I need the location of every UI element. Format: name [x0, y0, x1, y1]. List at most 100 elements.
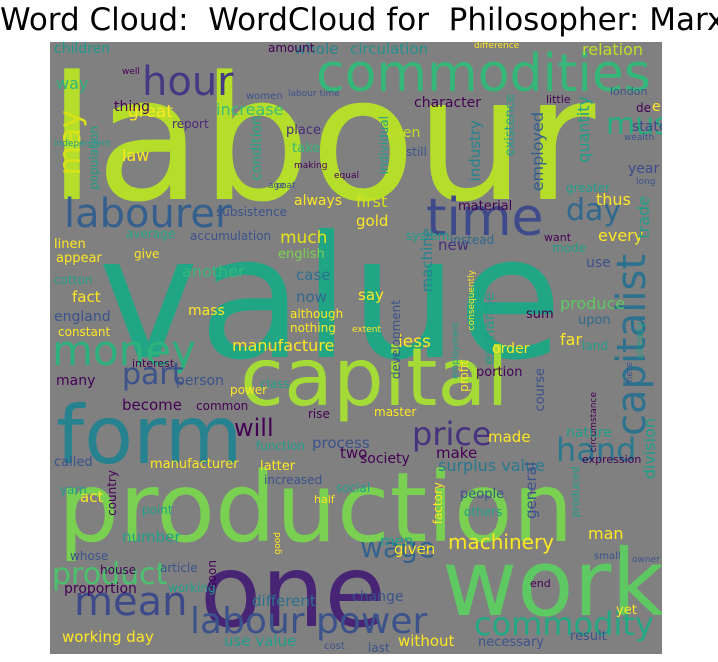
word-small: small [594, 551, 621, 562]
word-good: good [273, 532, 283, 555]
word-become: become [122, 396, 183, 414]
word-way: way [56, 74, 89, 93]
word-even: even [386, 125, 421, 141]
word-time: time [426, 188, 544, 248]
word-another: another [182, 262, 245, 281]
word-far: far [560, 330, 583, 349]
word-wage: wage [360, 531, 436, 564]
word-two: two [340, 444, 368, 462]
word-called: called [54, 455, 93, 470]
word-always: always [294, 193, 343, 209]
word-day: day [566, 193, 622, 228]
word-power: power [230, 383, 268, 397]
word-common: common [196, 399, 249, 413]
word-interest: interest [132, 357, 175, 370]
word-price: price [412, 415, 492, 453]
word-yet: yet [616, 603, 637, 618]
word-thing: thing [114, 99, 151, 115]
word-system: system [406, 229, 450, 243]
word-proportion: proportion [64, 581, 137, 597]
word-say: say [358, 286, 384, 304]
word-owner: owner [632, 555, 660, 565]
word-mean: mean [74, 579, 188, 625]
word-portion: portion [476, 365, 523, 380]
word-latter: latter [260, 459, 296, 474]
word-article: article [160, 561, 198, 575]
word-use-value: use value [224, 632, 297, 650]
word-part: part [122, 357, 184, 392]
word-men: men [380, 532, 414, 550]
word-year: year [628, 161, 660, 177]
word-linen: linen [54, 237, 86, 252]
word-character: character [414, 95, 482, 111]
word-london: london [610, 85, 648, 98]
word-take: take [292, 141, 321, 156]
word-capital: capital [240, 331, 509, 424]
word-fact: fact [72, 288, 101, 306]
word-appear: appear [56, 251, 102, 266]
word-state: state [632, 119, 662, 135]
word-long: long [636, 177, 656, 187]
word-employment: employment [451, 322, 461, 379]
word-use: use [586, 255, 611, 271]
word-work: work [442, 530, 662, 637]
word-place: place [286, 123, 321, 138]
word-soon: soon [205, 560, 219, 589]
word-labourer: labourer [64, 191, 232, 237]
word-condition: condition [249, 116, 265, 181]
word-making: making [294, 161, 328, 171]
word-rise: rise [308, 407, 330, 421]
word-process: process [312, 434, 370, 452]
word-independent: independent [54, 139, 111, 149]
word-thus: thus [596, 190, 631, 209]
word-cloud: labour value production capital one work form c… [50, 42, 662, 654]
word-man: man [588, 524, 624, 543]
word-labour: labour [50, 42, 596, 240]
word-give: give [134, 247, 160, 261]
word-industry: industry [466, 120, 484, 182]
word-surplus-value: surplus value [438, 456, 545, 475]
word-master: master [374, 405, 417, 419]
word-little: little [546, 93, 571, 106]
word-country: country [105, 470, 119, 516]
word-others: others [464, 505, 503, 519]
word-produced: produced [569, 466, 582, 518]
word-form: form [56, 389, 243, 482]
word-circumstance: circumstance [589, 392, 599, 453]
word-commodities: commodities [316, 44, 651, 104]
word-general: general [522, 462, 540, 520]
word-extent: extent [352, 325, 382, 335]
word-one: one [200, 533, 387, 650]
word-production: production [58, 452, 574, 564]
word-trade: trade [634, 196, 653, 239]
word-working-day: working day [62, 628, 154, 646]
word-increase: increase [216, 100, 284, 119]
word-less: less [398, 332, 431, 352]
word-english: english [278, 247, 325, 262]
word-commodity: commodity [474, 605, 654, 643]
word-division: division [640, 418, 659, 480]
word-cotton: cotton [54, 273, 93, 287]
chart-title: Word Cloud: WordCloud for Philosopher: M… [0, 2, 718, 38]
word-society: society [360, 451, 410, 467]
word-social: social [336, 481, 371, 495]
word-labour-time: labour time [288, 89, 340, 99]
word-result: result [570, 629, 607, 644]
word-machinery: machinery [448, 530, 555, 554]
word-half: half [314, 493, 335, 506]
word-last: last [368, 641, 390, 654]
word-capitalist: capitalist [609, 254, 655, 436]
word-labour-power: labour power [190, 601, 428, 642]
word-material: material [458, 199, 513, 214]
word-age: age [268, 181, 285, 191]
word-nature: nature [566, 425, 612, 441]
word-wealth: wealth [624, 133, 655, 143]
word-greater: greater [566, 181, 611, 195]
word-make: make [436, 444, 478, 462]
word-de: de [636, 101, 651, 115]
word-quantity: quantity [574, 96, 593, 163]
word-land: land [582, 339, 608, 353]
word-relation: relation [582, 42, 643, 59]
word-law: law [122, 146, 150, 165]
word-development: development [389, 300, 403, 380]
